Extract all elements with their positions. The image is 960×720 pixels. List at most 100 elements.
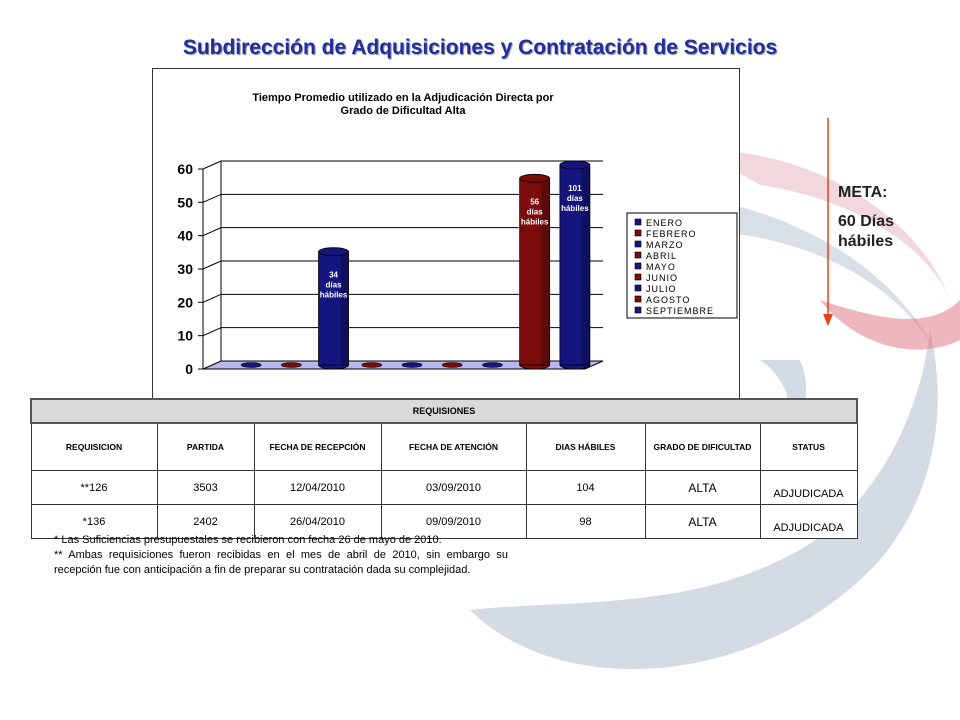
bar-shade: [541, 178, 550, 365]
y-tick-label: 10: [177, 328, 193, 344]
bar-agosto: [519, 173, 551, 370]
header-grado-dificultad: GRADO DE DIFICULTAD: [644, 422, 761, 471]
legend-swatch: [634, 218, 642, 226]
legend-item: SEPTIEMBRE: [634, 306, 714, 316]
chart-panel: Tiempo Promedio utilizado en la Adjudica…: [152, 68, 740, 400]
cell-dias-habiles: 104: [525, 470, 646, 505]
cell-fecha-recepcion: 12/04/2010: [253, 470, 382, 505]
legend-swatch: [634, 240, 642, 248]
data-label-line: 34: [329, 271, 338, 280]
data-label-line: hábiles: [561, 204, 589, 213]
y-tick-label: 60: [177, 161, 193, 177]
bar-shade: [340, 251, 349, 365]
bar-julio: [482, 362, 503, 368]
legend-swatch: [634, 251, 642, 259]
gridline: [202, 293, 603, 303]
legend-item: AGOSTO: [634, 295, 690, 305]
header-requisicion: REQUISICION: [30, 422, 158, 471]
bar-zero: [281, 362, 302, 368]
legend-item: ABRIL: [634, 251, 677, 261]
cell-status: ADJUDICADA: [759, 470, 858, 505]
bar-body: [519, 177, 551, 366]
bar-top: [519, 173, 551, 183]
legend-box: [626, 212, 738, 319]
legend-item: JULIO: [634, 284, 677, 294]
cell-requisicion: *136: [30, 504, 158, 539]
chart-legend: ENEROFEBREROMARZOABRILMAYOJUNIOJULIOAGOS…: [626, 212, 738, 319]
requisitions-table: REQUISIONES REQUISICION PARTIDA FECHA DE…: [30, 398, 858, 539]
y-tick-label: 20: [177, 294, 193, 310]
chart-title: Tiempo Promedio utilizado en la Adjudica…: [252, 92, 554, 117]
bar-zero: [441, 362, 463, 368]
bar-zero: [240, 362, 262, 368]
legend-label: AGOSTO: [646, 295, 690, 305]
cell-partida: 3503: [156, 470, 255, 505]
bar-chart: Tiempo Promedio utilizado en la Adjudica…: [177, 92, 738, 377]
legend-swatch: [634, 295, 642, 303]
footnote-suficiencias: * Las Suficiencias presupuestales se rec…: [54, 534, 442, 546]
data-label-line: días: [527, 207, 544, 216]
table-caption: REQUISIONES: [30, 398, 858, 424]
chart-title-line: Tiempo Promedio utilizado en la Adjudica…: [252, 92, 554, 104]
bar-mayo: [401, 362, 423, 368]
data-label-line: 101: [568, 184, 582, 193]
header-fecha-atencion: FECHA DE ATENCIÓN: [380, 422, 527, 471]
legend-swatch: [634, 273, 642, 281]
legend-swatch: [634, 262, 642, 270]
chart-title-line: Grado de Dificultad Alta: [341, 105, 467, 117]
gridline: [202, 260, 603, 270]
legend-swatch: [634, 284, 642, 292]
table-row: **126 3503 12/04/2010 03/09/2010 104 ALT…: [30, 470, 858, 505]
cell-grado-dificultad: ALTA: [644, 470, 761, 505]
legend-item: MARZO: [634, 240, 684, 250]
footnote-requisiciones: ** Ambas requisiciones fueron recibidas …: [54, 549, 508, 576]
y-tick-label: 50: [177, 194, 193, 210]
gridline: [202, 327, 603, 337]
bar-abril: [361, 362, 383, 368]
bar-febrero: [281, 362, 302, 368]
bar-zero: [401, 362, 423, 368]
legend-item: MAYO: [634, 262, 676, 272]
bar-top: [559, 160, 591, 170]
legend-label: JULIO: [646, 284, 677, 294]
gridline: [202, 193, 603, 203]
header-fecha-recepcion: FECHA DE RECEPCIÓN: [253, 422, 382, 471]
meta-title: META:: [838, 184, 888, 201]
cell-fecha-atencion: 03/09/2010: [380, 470, 527, 505]
bar-body: [318, 251, 349, 366]
cell-fecha-recepcion: 26/04/2010: [253, 504, 382, 539]
cell-grado-dificultad: ALTA: [644, 504, 761, 539]
legend-label: FEBRERO: [646, 229, 697, 239]
header-dias-habiles: DIAS HÁBILES: [525, 422, 646, 471]
legend-item: FEBRERO: [634, 229, 697, 239]
legend-label: MAYO: [646, 262, 676, 272]
meta-arrow-icon: [823, 118, 833, 326]
footnotes: * Las Suficiencias presupuestales se rec…: [54, 533, 508, 578]
cell-fecha-atencion: 09/09/2010: [380, 504, 527, 539]
legend-label: ENERO: [646, 218, 683, 228]
bar-zero: [482, 362, 503, 368]
legend-label: JUNIO: [646, 273, 678, 283]
meta-box: META: 60 Días hábiles: [838, 184, 918, 252]
bar-marzo: [318, 247, 349, 370]
cell-status: ADJUDICADA: [759, 504, 858, 539]
legend-item: JUNIO: [634, 273, 678, 283]
cell-requisicion: **126: [30, 470, 158, 505]
meta-value: 60 Días hábiles: [838, 213, 895, 250]
table-header-row: REQUISICION PARTIDA FECHA DE RECEPCIÓN F…: [30, 422, 858, 471]
legend-label: ABRIL: [646, 251, 677, 261]
gridline: [202, 160, 603, 170]
y-tick-label: 0: [185, 361, 193, 377]
cell-partida: 2402: [156, 504, 255, 539]
legend-label: SEPTIEMBRE: [646, 306, 714, 316]
slide-title: Subdirección de Adquisiciones y Contrata…: [182, 36, 778, 59]
header-partida: PARTIDA: [156, 422, 255, 471]
legend-label: MARZO: [646, 240, 684, 250]
bar-body: [559, 164, 591, 366]
bar-shade: [581, 165, 590, 365]
data-label-line: hábiles: [320, 291, 348, 300]
bar-top: [318, 247, 349, 257]
